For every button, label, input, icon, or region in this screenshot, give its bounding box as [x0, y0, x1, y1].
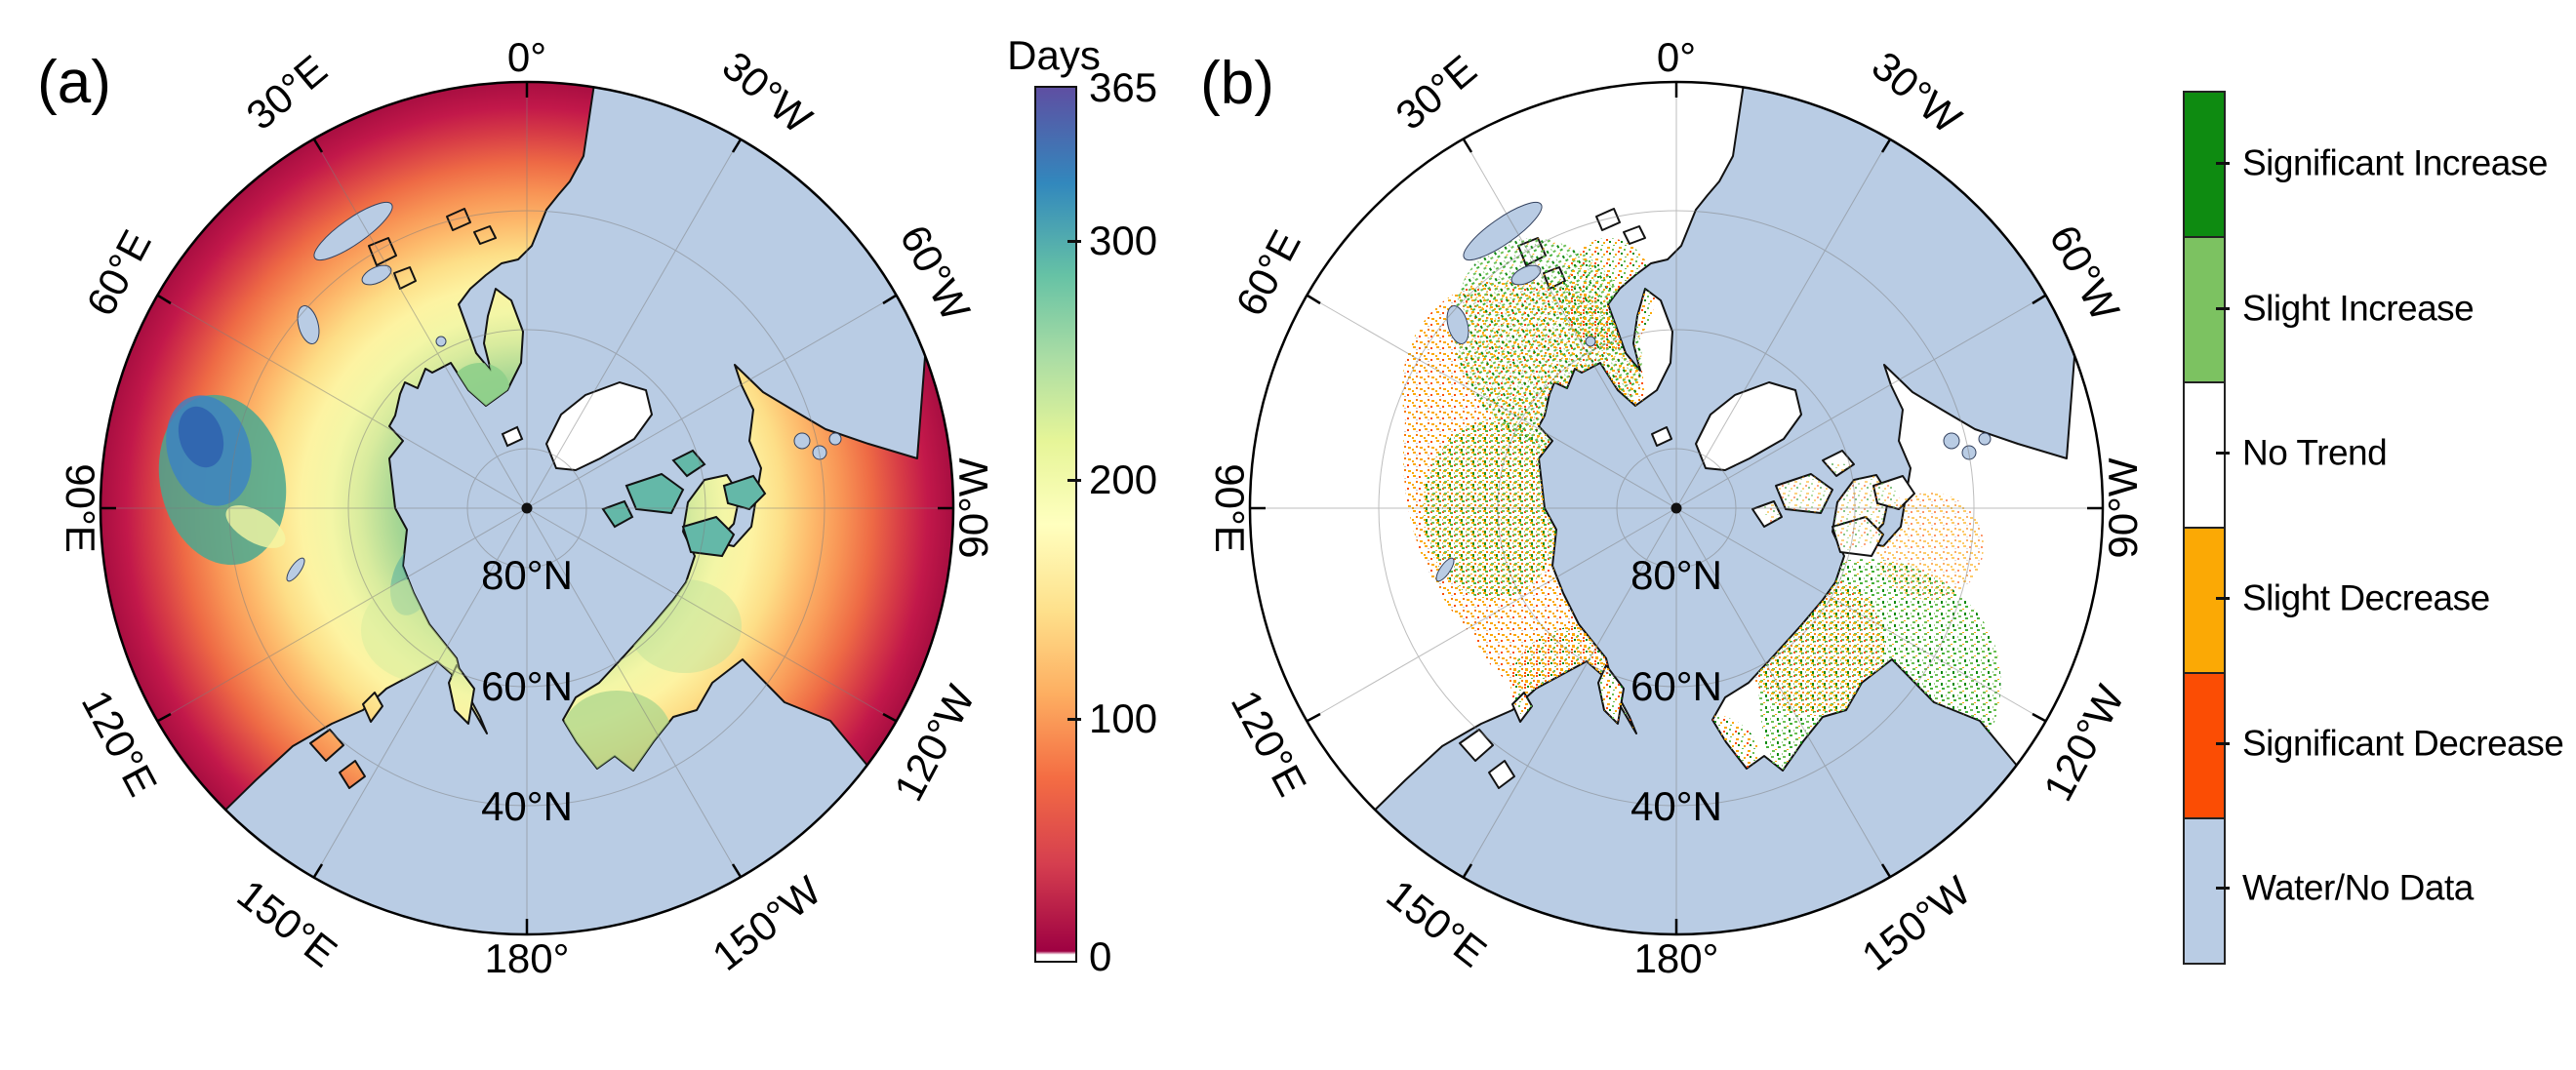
map-b — [1248, 80, 2105, 936]
boundary-ticks-b — [1250, 82, 2103, 934]
legend-tick-4 — [2216, 597, 2230, 600]
legend-tick-5 — [2216, 742, 2230, 745]
legend-label-slight-increase: Slight Increase — [2242, 288, 2475, 329]
meridian-label-90e-a: 90°E — [58, 463, 103, 553]
lakes-a — [286, 201, 842, 582]
pole-dot-b — [1670, 502, 1682, 514]
colorbar-tick-label-0: 0 — [1089, 933, 1112, 979]
legend-tick-2 — [2216, 307, 2230, 310]
colorbar-tick-200 — [1067, 479, 1081, 482]
parallel-label-60n-b: 60°N — [1630, 663, 1722, 709]
legend-tick-1 — [2216, 162, 2230, 165]
parallel-label-80n-a: 80°N — [481, 552, 573, 598]
meridian-label-0-a: 0° — [506, 34, 547, 80]
panel-b-letter: (b) — [1200, 50, 1274, 117]
parallel-label-80n-b: 80°N — [1630, 552, 1722, 598]
meridian-label-90w-b: 90°W — [2100, 457, 2146, 559]
legend-label-water-no-data: Water/No Data — [2242, 867, 2474, 908]
legend-tick-6 — [2216, 887, 2230, 890]
trend-legend-bar — [2183, 91, 2226, 965]
legend-tick-3 — [2216, 452, 2230, 455]
colorbar-tick-300 — [1067, 240, 1081, 243]
graticule-a — [101, 82, 953, 934]
graticule-b — [1250, 82, 2103, 934]
colorbar-title: Days — [1007, 32, 1101, 78]
meridian-label-180-a: 180° — [484, 935, 570, 981]
map-a — [99, 80, 955, 936]
legend-label-significant-increase: Significant Increase — [2242, 142, 2548, 183]
colorbar-tick-100 — [1067, 718, 1081, 721]
colorbar-tick-label-365: 365 — [1089, 64, 1158, 110]
legend-label-slight-decrease: Slight Decrease — [2242, 577, 2490, 618]
parallel-label-40n-a: 40°N — [481, 783, 573, 829]
colorbar-tick-label-300: 300 — [1089, 218, 1158, 263]
boundary-ticks-a — [101, 82, 953, 934]
parallel-label-60n-a: 60°N — [481, 663, 573, 709]
meridian-label-90e-b: 90°E — [1207, 463, 1253, 553]
pole-dot-a — [521, 502, 533, 514]
lakes-b — [1435, 201, 1992, 582]
meridian-label-90w-a: 90°W — [950, 457, 996, 559]
colorbar-tick-label-100: 100 — [1089, 695, 1158, 741]
legend-label-significant-decrease: Significant Decrease — [2242, 723, 2564, 764]
colorbar-tick-label-200: 200 — [1089, 456, 1158, 502]
meridian-label-180-b: 180° — [1633, 935, 1719, 981]
meridian-label-0-b: 0° — [1656, 34, 1697, 80]
panel-a-letter: (a) — [37, 49, 111, 116]
parallel-label-40n-b: 40°N — [1630, 783, 1722, 829]
colorbar-days — [1034, 86, 1077, 963]
legend-swatch-water-no-data — [2185, 817, 2224, 963]
legend-label-no-trend: No Trend — [2242, 432, 2388, 473]
